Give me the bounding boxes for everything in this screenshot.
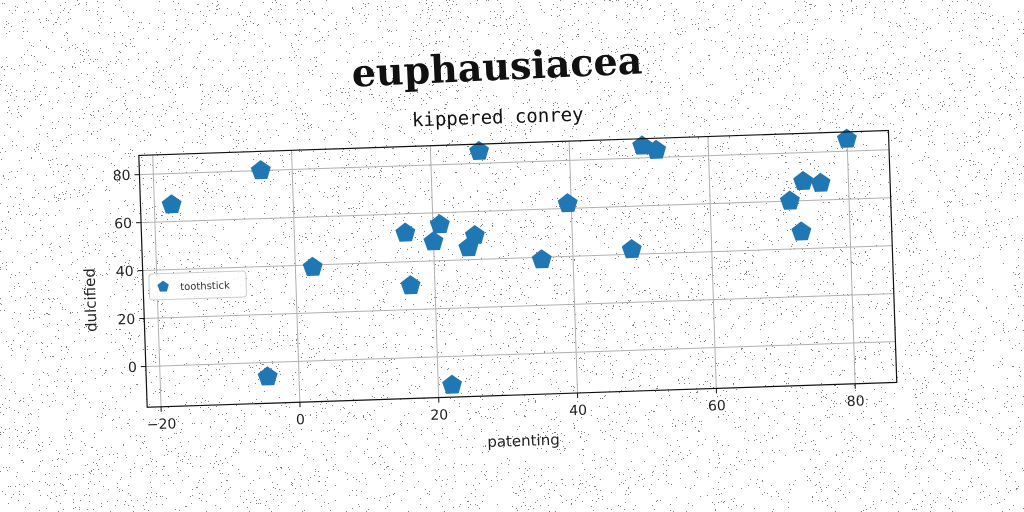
scatter-point <box>464 225 485 245</box>
scatter-point <box>791 221 812 241</box>
scatter-point <box>810 172 831 192</box>
scatter-point <box>161 194 182 214</box>
x-tick-label: 0 <box>296 412 305 428</box>
y-gridline <box>139 149 890 176</box>
legend: toothstick <box>148 270 247 301</box>
y-tick-label: 40 <box>116 264 134 281</box>
scatter-point <box>531 249 552 269</box>
x-tick-label: 60 <box>708 398 726 415</box>
scatter-points <box>161 128 857 394</box>
scatter-point <box>429 214 450 234</box>
scatter-point <box>423 231 444 251</box>
legend-box <box>148 270 247 301</box>
x-axis-label: patenting <box>487 431 560 451</box>
plot-axes: kippered conrey −20 0 20 40 60 80 0 20 40 60 80 pa… <box>81 104 898 451</box>
y-gridline <box>141 197 891 224</box>
y-tick-label: 0 <box>128 360 137 376</box>
x-gridline <box>429 145 440 398</box>
x-tick-label: 40 <box>569 403 587 420</box>
y-gridline <box>144 293 894 320</box>
scatter-point <box>257 366 278 386</box>
grid <box>139 131 896 407</box>
x-tick-label: 80 <box>847 393 865 410</box>
x-tick-label: 20 <box>430 407 448 424</box>
x-gridline <box>846 131 856 384</box>
scatter-point <box>793 170 814 191</box>
plot-frame <box>138 129 898 408</box>
legend-marker <box>157 280 169 292</box>
y-tick-label: 80 <box>112 168 130 185</box>
legend-label: toothstick <box>180 280 230 293</box>
scatter-point <box>557 193 578 213</box>
figure-suptitle: euphausiacea <box>351 37 643 95</box>
scatter-point <box>621 239 642 259</box>
x-tick-label: −20 <box>147 416 177 433</box>
y-axis-label: dulcified <box>81 268 101 332</box>
scatter-point <box>646 139 667 159</box>
scatter-point <box>400 275 421 295</box>
x-gridline <box>568 141 579 394</box>
y-gridline <box>142 245 893 272</box>
scatter-point <box>442 374 463 394</box>
scatter-point <box>302 256 323 276</box>
scatter-point <box>779 190 800 210</box>
y-tick-label: 60 <box>114 216 132 233</box>
x-gridline <box>291 150 301 403</box>
x-gridline <box>707 136 717 389</box>
scatter-point <box>469 140 490 161</box>
y-tick-label: 20 <box>117 312 135 329</box>
scatter-point <box>836 128 857 148</box>
scatter-point <box>250 160 271 180</box>
axis-ticks: −20 0 20 40 60 80 0 20 40 60 80 <box>112 168 865 433</box>
y-gridline <box>145 341 896 367</box>
plot-title: kippered conrey <box>412 104 584 132</box>
scatter-point <box>395 222 416 242</box>
